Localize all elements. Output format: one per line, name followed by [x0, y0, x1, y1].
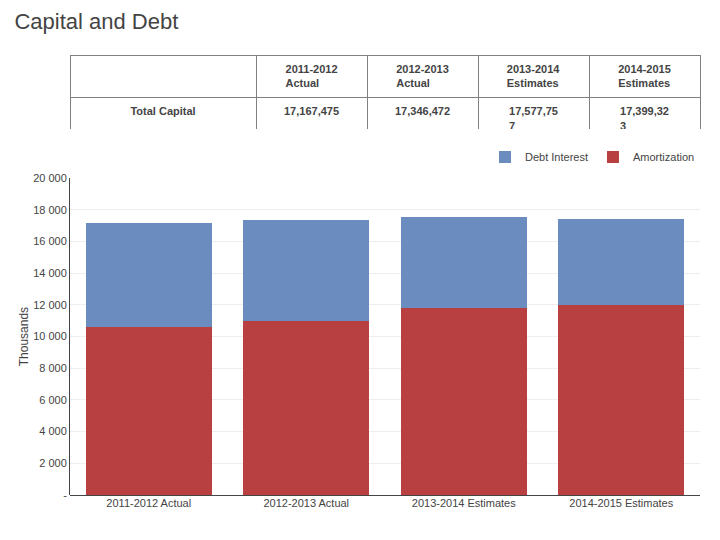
svg-text:17,577,757: 17,577,757 [509, 105, 558, 129]
svg-text:14 000: 14 000 [33, 267, 67, 279]
svg-text:17,167,475: 17,167,475 [284, 105, 339, 117]
svg-text:-: - [63, 489, 67, 501]
svg-text:2011-2012 Actual: 2011-2012 Actual [106, 497, 191, 509]
svg-text:Capital and Debt: Capital and Debt [14, 9, 178, 34]
svg-text:12 000: 12 000 [33, 299, 67, 311]
svg-text:Thousands: Thousands [17, 307, 31, 366]
svg-text:17,346,472: 17,346,472 [395, 105, 450, 117]
svg-text:2011-2012Actual: 2011-2012Actual [286, 63, 338, 89]
svg-text:10 000: 10 000 [33, 330, 67, 342]
svg-text:2012-2013Actual: 2012-2013Actual [396, 63, 449, 89]
svg-text:Amortization: Amortization [633, 151, 694, 163]
svg-text:Debt Interest: Debt Interest [525, 151, 588, 163]
svg-text:2014-2015Estimates: 2014-2015Estimates [618, 63, 671, 89]
svg-text:2 000: 2 000 [39, 457, 67, 469]
svg-text:2012-2013 Actual: 2012-2013 Actual [263, 497, 349, 509]
svg-text:16 000: 16 000 [33, 235, 67, 247]
svg-text:18 000: 18 000 [33, 204, 67, 216]
svg-text:2014-2015 Estimates: 2014-2015 Estimates [569, 497, 673, 509]
svg-text:2013-2014Estimates: 2013-2014Estimates [507, 63, 560, 89]
svg-text:8 000: 8 000 [39, 362, 67, 374]
svg-text:Total Capital: Total Capital [130, 105, 195, 117]
svg-text:20 000: 20 000 [33, 172, 67, 184]
svg-text:4 000: 4 000 [39, 425, 67, 437]
svg-text:17,399,323: 17,399,323 [620, 105, 669, 129]
svg-text:2013-2014 Estimates: 2013-2014 Estimates [412, 497, 516, 509]
svg-text:6 000: 6 000 [39, 394, 67, 406]
